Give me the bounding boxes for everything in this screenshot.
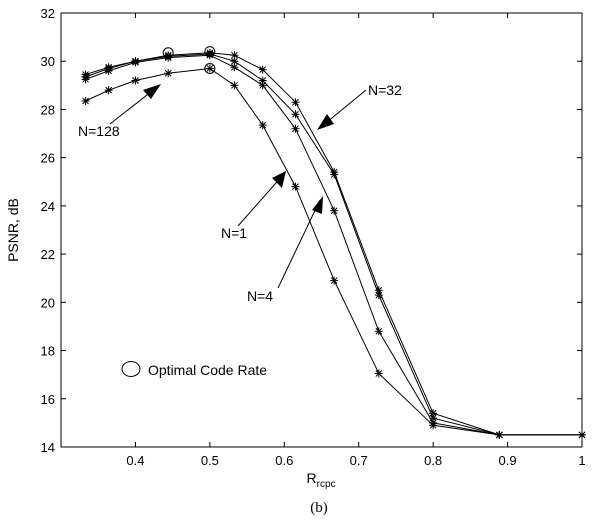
data-point	[291, 124, 300, 133]
data-point	[374, 286, 383, 295]
data-point	[81, 75, 90, 84]
x-tick-label: 1	[578, 453, 585, 468]
figure-caption: (b)	[310, 500, 328, 516]
data-point	[131, 58, 140, 67]
data-point	[291, 98, 300, 107]
data-point	[131, 76, 140, 85]
data-point	[230, 63, 239, 72]
data-point	[258, 81, 267, 90]
x-axis-label: Rrcpc	[306, 470, 335, 490]
data-point	[374, 369, 383, 378]
annotation-n4: N=4	[247, 288, 273, 304]
data-point	[374, 291, 383, 300]
data-point	[429, 421, 438, 430]
x-tick-label: 0.6	[275, 453, 293, 468]
x-tick-label: 0.4	[126, 453, 144, 468]
y-tick-label: 16	[41, 392, 55, 407]
data-point	[164, 69, 173, 78]
x-tick-label: 0.9	[499, 453, 517, 468]
y-tick-label: 14	[41, 440, 55, 455]
series-markers	[81, 48, 586, 439]
data-point	[258, 121, 267, 130]
y-tick-label: 30	[41, 54, 55, 69]
x-tick-label: 0.8	[424, 453, 442, 468]
arrowhead-n4	[312, 196, 323, 214]
x-tick-label: 0.7	[350, 453, 368, 468]
legend-circle-icon	[121, 361, 141, 377]
y-axis-label: PSNR, dB	[5, 198, 21, 262]
arrow-n1	[237, 174, 284, 227]
data-point	[291, 182, 300, 191]
arrowhead-n128	[143, 84, 161, 99]
data-point	[205, 51, 214, 60]
data-point	[258, 65, 267, 74]
optimal-rate-marker	[204, 62, 216, 74]
data-point	[291, 110, 300, 119]
y-tick-label: 28	[41, 102, 55, 117]
data-point	[578, 430, 586, 439]
y-tick-label: 26	[41, 151, 55, 166]
y-tick-label: 18	[41, 344, 55, 359]
series-line-4	[85, 67, 582, 436]
data-point	[230, 81, 239, 90]
annotation-n32: N=32	[368, 82, 402, 98]
optimal-rate-marker	[204, 46, 216, 58]
annotation-n128: N=128	[78, 123, 120, 139]
arrow-n4	[277, 199, 321, 289]
y-tick-label: 32	[41, 6, 55, 21]
data-point	[205, 64, 214, 73]
data-point	[495, 430, 504, 439]
plot-frame	[60, 12, 583, 448]
y-tick-label: 22	[41, 247, 55, 262]
y-tick-label: 20	[41, 295, 55, 310]
data-point	[374, 327, 383, 336]
y-axis-ticks: 14 16 18 20 22 24 26 28 30 32	[41, 6, 582, 455]
data-point	[330, 276, 339, 285]
annotation-n1: N=1	[221, 225, 247, 241]
data-point	[104, 86, 113, 95]
legend: Optimal Code Rate	[121, 361, 267, 378]
x-tick-label: 0.5	[201, 453, 219, 468]
data-point	[81, 97, 90, 106]
optimal-markers	[162, 46, 216, 74]
legend-label: Optimal Code Rate	[148, 362, 267, 378]
data-point	[330, 206, 339, 215]
data-point	[330, 170, 339, 179]
arrowhead-n32	[317, 114, 334, 130]
optimal-rate-marker	[162, 47, 174, 59]
x-axis-ticks: 0.4 0.5 0.6 0.7 0.8 0.9 1	[126, 13, 586, 468]
arrowhead-n1	[272, 171, 286, 188]
y-tick-label: 24	[41, 199, 55, 214]
data-point	[104, 66, 113, 75]
